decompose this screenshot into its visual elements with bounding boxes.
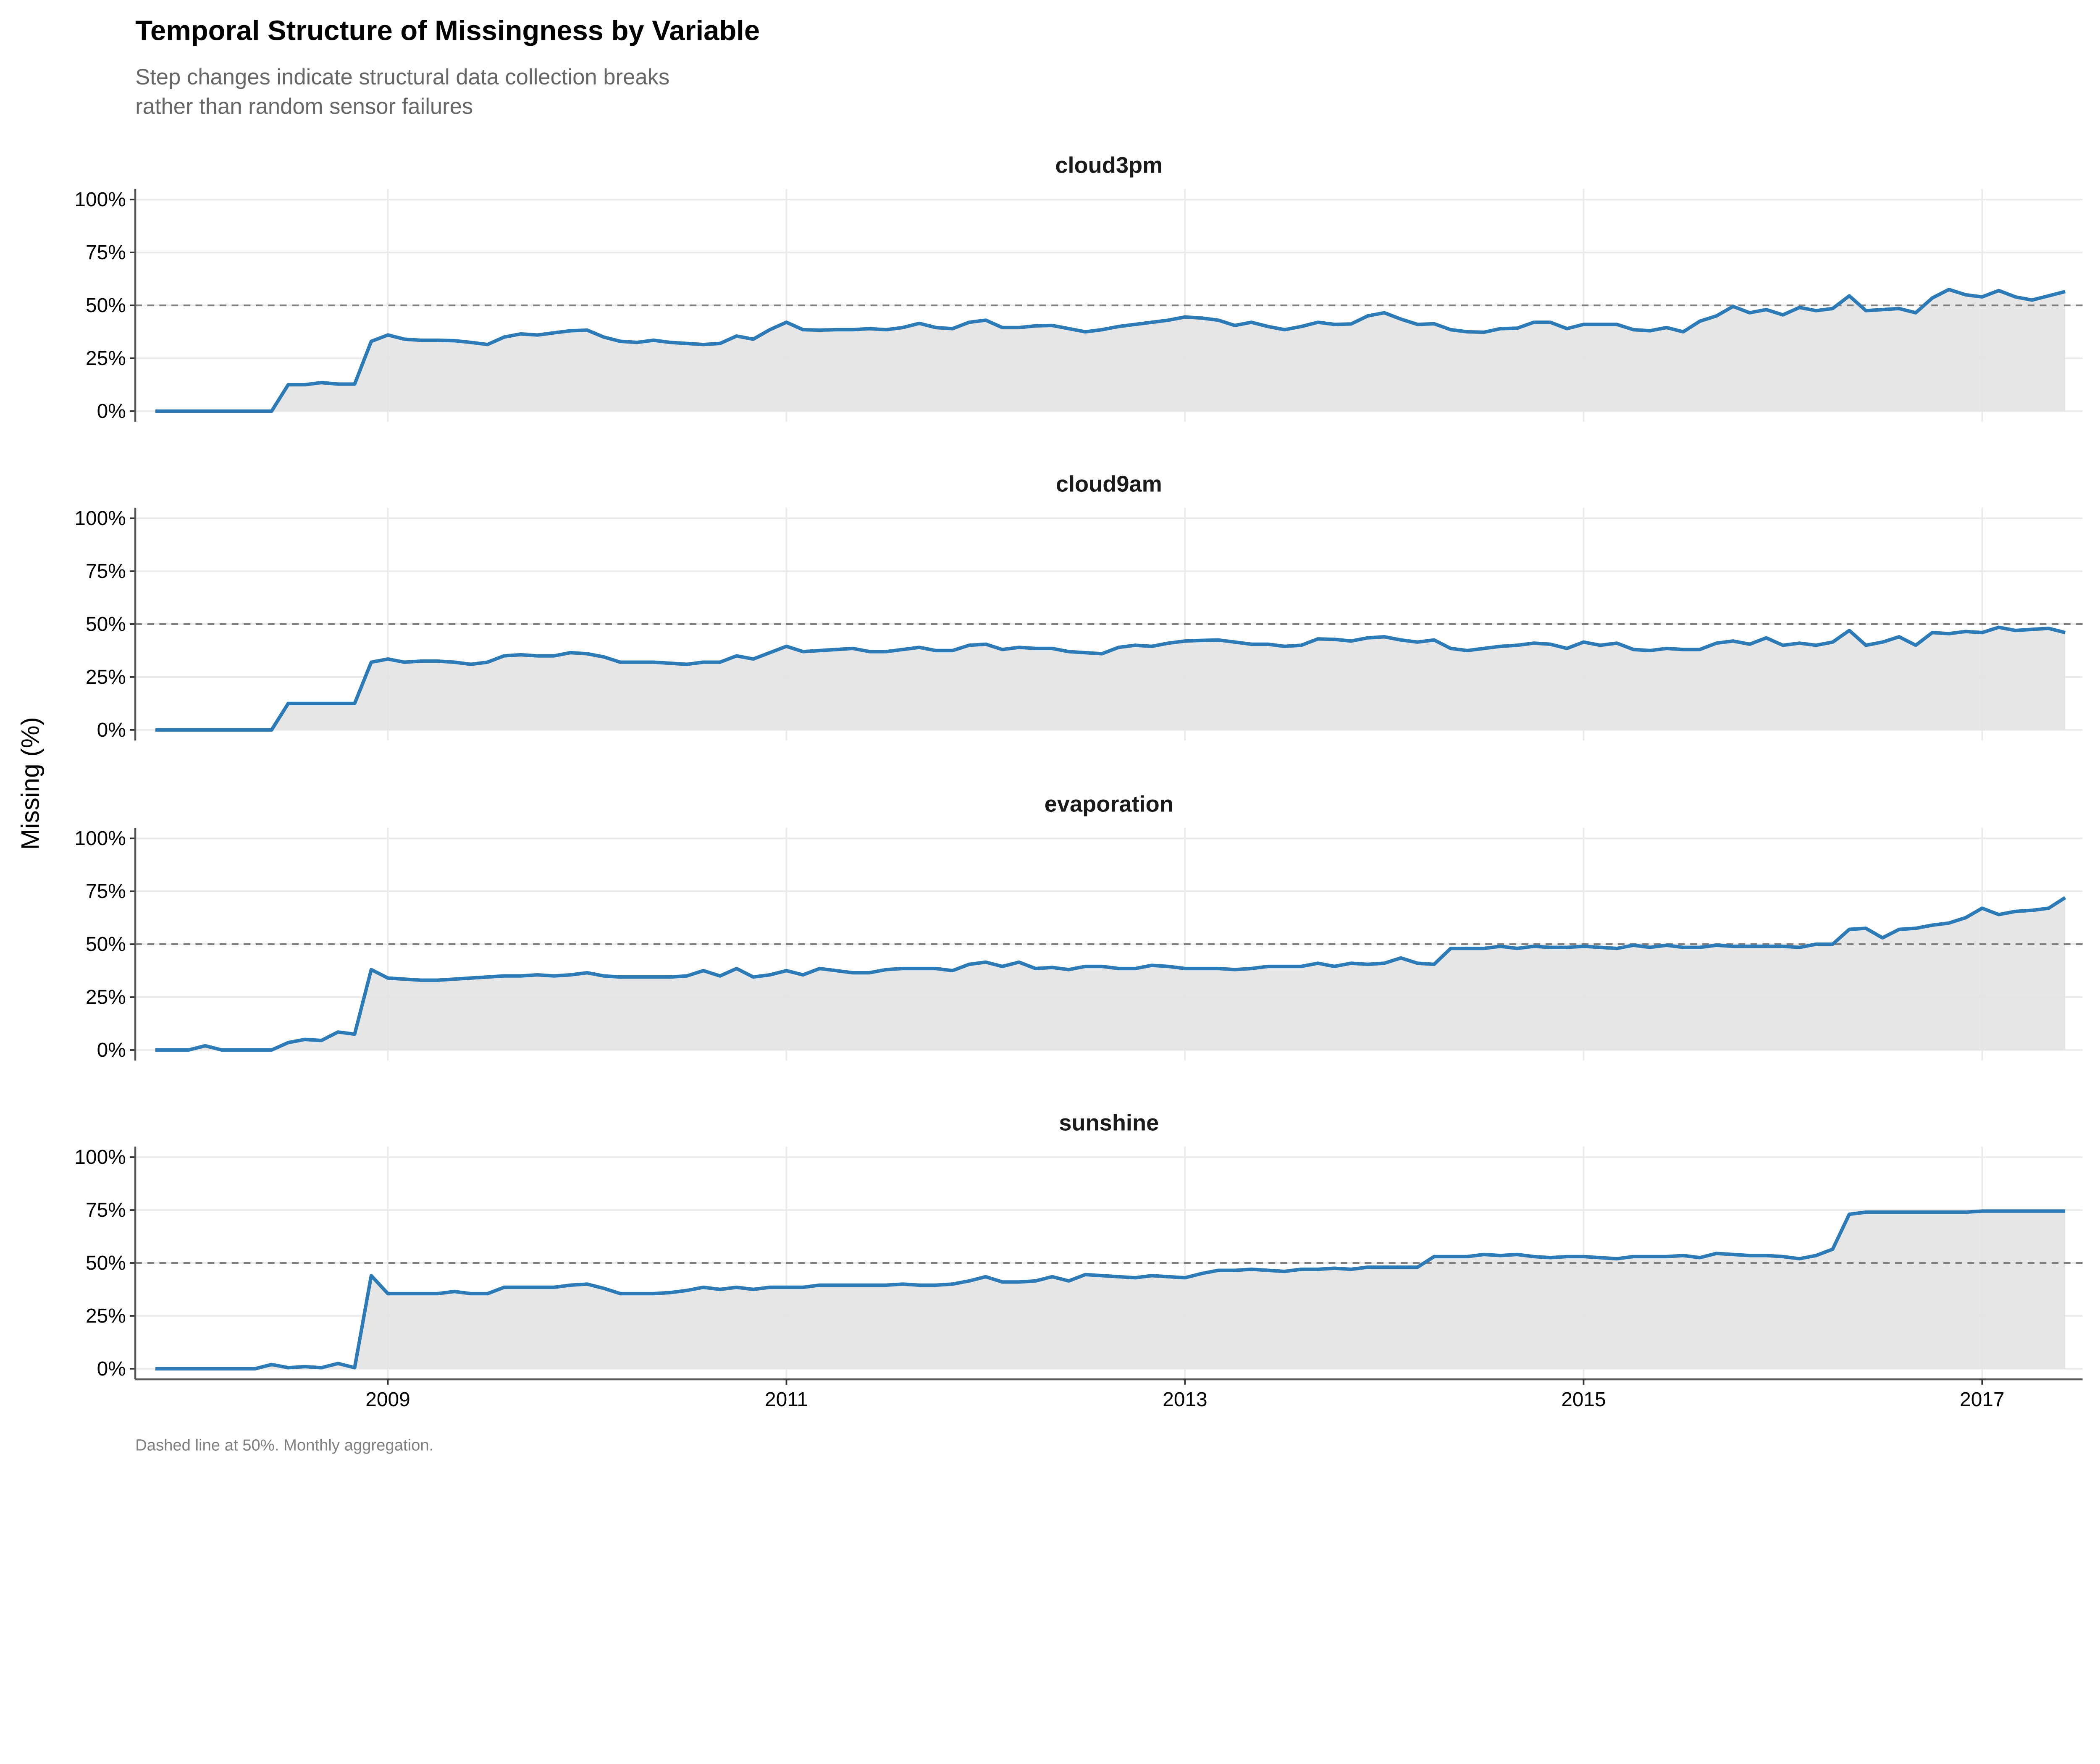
y-tick-label: 50%: [86, 1252, 126, 1274]
y-tick-label: 100%: [74, 827, 126, 850]
y-axis-label: Missing (%): [16, 717, 44, 850]
y-tick-label: 25%: [86, 666, 126, 688]
line-sunshine: [155, 1209, 2066, 1371]
area-sunshine: [155, 1211, 2066, 1369]
chart-title: Temporal Structure of Missingness by Var…: [135, 15, 760, 47]
facet-title: sunshine: [1059, 1110, 1159, 1135]
y-tick-label: 100%: [74, 189, 126, 211]
y-tick-label: 75%: [86, 560, 126, 583]
y-tick-label: 0%: [97, 1039, 126, 1061]
line-cloud3pm: [155, 288, 2066, 413]
y-tick-label: 75%: [86, 1199, 126, 1221]
missingness-chart: Temporal Structure of Missingness by Var…: [16, 15, 2083, 1454]
facet-title: cloud3pm: [1055, 152, 1163, 178]
x-tick-label: 2009: [365, 1389, 410, 1411]
x-tick-label: 2015: [1561, 1389, 1606, 1411]
chart-subtitle-line-2: rather than random sensor failures: [135, 94, 473, 119]
y-tick-label: 0%: [97, 400, 126, 423]
y-tick-label: 100%: [74, 1146, 126, 1168]
area-cloud3pm: [155, 289, 2066, 411]
panel-cloud9am: cloud9am 0% 25% 50% 75% 100%: [74, 471, 2083, 741]
y-tick-label: 75%: [86, 880, 126, 903]
y-tick-label: 50%: [86, 294, 126, 317]
area-cloud9am: [155, 627, 2066, 730]
x-tick-label: 2013: [1163, 1389, 1207, 1411]
y-tick-label: 75%: [86, 242, 126, 264]
y-tick-label: 25%: [86, 1305, 126, 1327]
line-evaporation: [155, 896, 2066, 1052]
chart-caption: Dashed line at 50%. Monthly aggregation.: [135, 1436, 433, 1454]
x-tick-label: 2011: [765, 1389, 808, 1411]
panel-sunshine: sunshine 0% 25% 50% 75% 100% 2009 2011 2013 2015 2…: [74, 1110, 2083, 1411]
facet-panels: cloud3pm 0% 25% 50% 75% 100% cloud9am 0% 25% 50% 7…: [74, 152, 2083, 1411]
area-evaporation: [155, 898, 2066, 1050]
x-tick-label: 2017: [1960, 1389, 2004, 1411]
panel-cloud3pm: cloud3pm 0% 25% 50% 75% 100%: [74, 152, 2083, 423]
y-tick-label: 50%: [86, 933, 126, 956]
y-tick-label: 25%: [86, 986, 126, 1008]
chart-subtitle-line-1: Step changes indicate structural data co…: [135, 65, 669, 89]
facet-title: cloud9am: [1056, 471, 1162, 496]
line-cloud9am: [155, 625, 2066, 732]
y-tick-label: 0%: [97, 1358, 126, 1380]
y-tick-label: 100%: [74, 507, 126, 530]
panel-evaporation: evaporation 0% 25% 50% 75% 100%: [74, 791, 2083, 1061]
facet-title: evaporation: [1045, 791, 1173, 816]
y-tick-label: 25%: [86, 347, 126, 370]
y-tick-label: 50%: [86, 613, 126, 635]
y-tick-label: 0%: [97, 719, 126, 741]
